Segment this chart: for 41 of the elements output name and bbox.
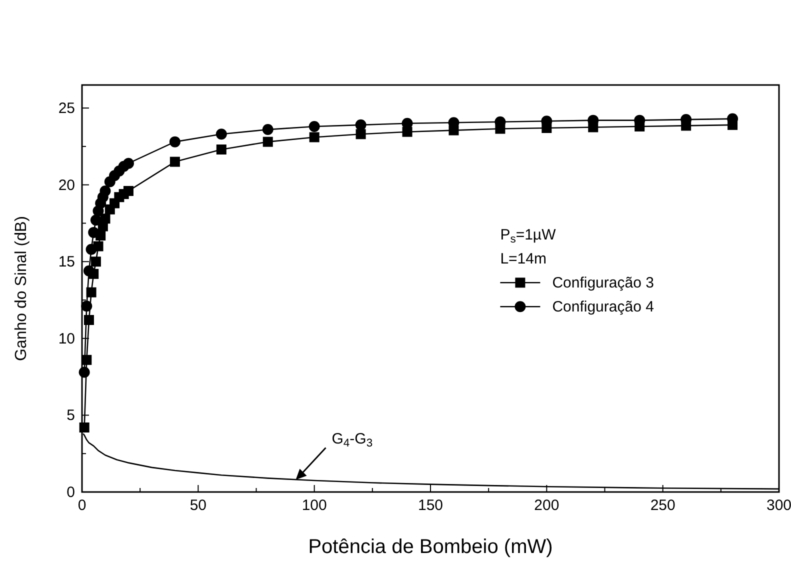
y-tick-label: 25	[58, 100, 75, 118]
x-tick-label: 0	[78, 497, 86, 514]
point	[262, 136, 273, 147]
point	[86, 244, 97, 255]
point	[78, 366, 90, 378]
point	[356, 129, 366, 140]
point	[90, 214, 102, 226]
y-axis-title: Ganho do Sinal (dB)	[13, 216, 30, 361]
x-axis-title: Potência de Bombeio (mW)	[308, 536, 553, 558]
legend-label: Configuração 4	[552, 298, 654, 316]
x-tick-label: 100	[302, 497, 327, 514]
x-tick-label: 150	[418, 497, 444, 514]
point	[309, 132, 320, 142]
annotation: G$_{4}$-G$_{3}$	[332, 430, 373, 450]
y-tick-label: 20	[58, 176, 75, 194]
point	[81, 300, 92, 312]
point	[308, 120, 320, 132]
point	[170, 156, 180, 167]
x-tick-label: 50	[190, 497, 207, 514]
y-tick-label: 15	[58, 254, 75, 271]
point	[216, 144, 226, 155]
point	[123, 186, 134, 196]
point	[88, 226, 100, 238]
y-tick-label: 0	[66, 484, 75, 501]
point	[355, 119, 366, 130]
y-tick-label: 10	[58, 330, 75, 348]
point	[216, 128, 227, 140]
point	[90, 256, 101, 267]
point	[100, 185, 111, 196]
point	[169, 136, 180, 148]
x-tick-label: 300	[766, 497, 791, 514]
annotation: L=14m	[500, 250, 546, 268]
point	[83, 265, 94, 276]
point	[79, 422, 90, 432]
x-tick-label: 250	[650, 497, 676, 514]
legend-label: Configuração 3	[552, 274, 654, 292]
annotation: P$_{s}$=1µW	[500, 226, 557, 246]
y-tick-label: 5	[66, 407, 75, 424]
point	[262, 124, 274, 136]
point	[122, 158, 134, 169]
x-tick-label: 200	[534, 497, 560, 514]
